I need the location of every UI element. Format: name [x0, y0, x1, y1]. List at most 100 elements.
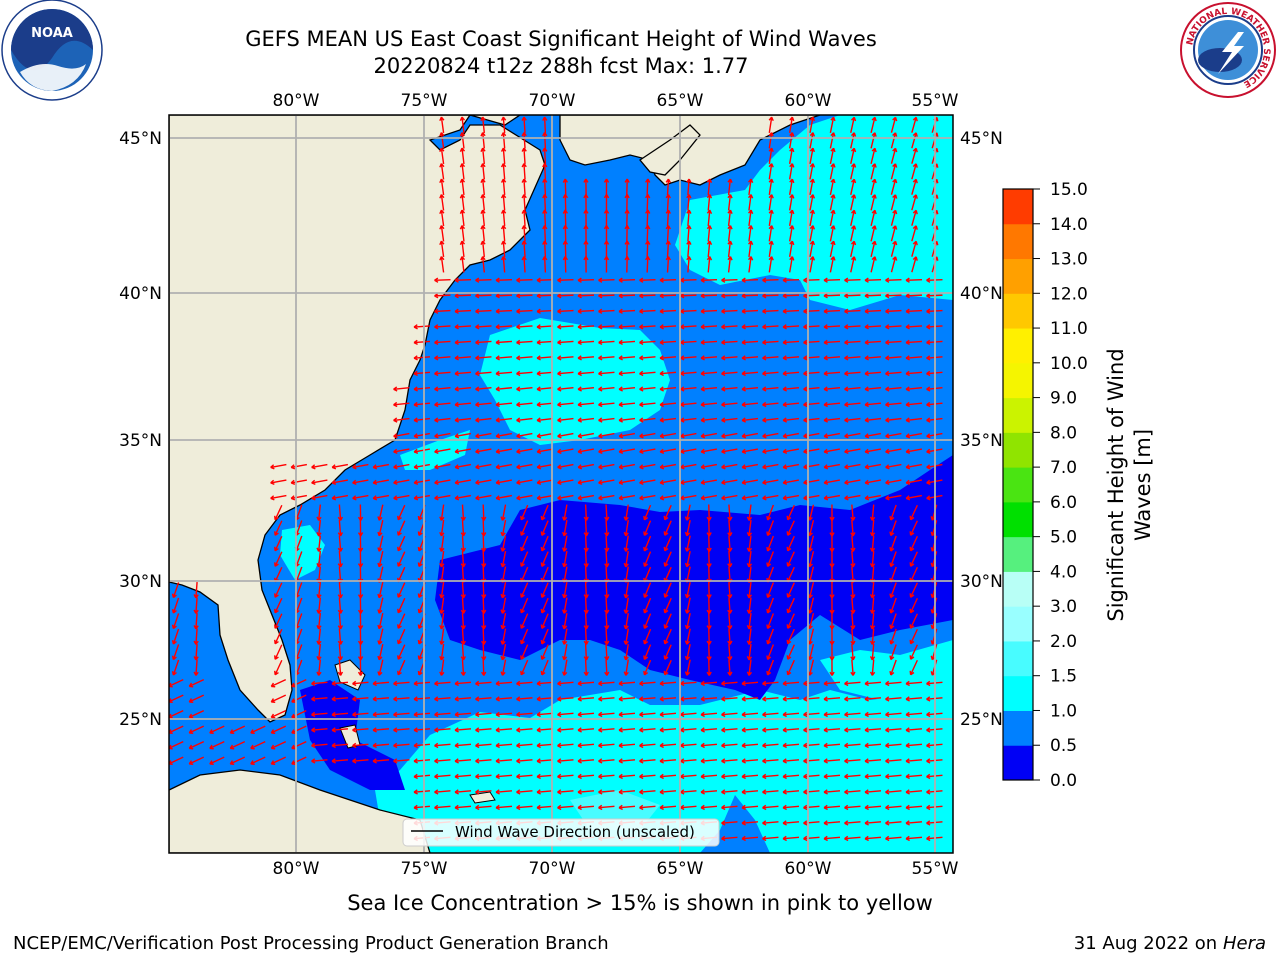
wave-arrow	[480, 256, 486, 273]
wave-arrow	[680, 727, 697, 733]
wave-arrow	[459, 256, 466, 273]
arrow-legend: Wind Wave Direction (unscaled)	[402, 818, 720, 847]
colorbar-segment	[1003, 710, 1033, 746]
wave-arrow	[686, 240, 692, 258]
wave-arrow	[583, 535, 589, 552]
wave-arrow	[557, 680, 574, 687]
wave-arrow	[803, 386, 820, 392]
colorbar-segment	[1003, 675, 1033, 711]
colorbar-segment	[1003, 745, 1033, 781]
wave-arrow	[721, 680, 738, 687]
wave-arrow	[643, 628, 652, 645]
wave-arrow	[357, 597, 364, 614]
wave-arrow	[803, 711, 820, 718]
wave-arrow	[762, 370, 779, 377]
wave-arrow	[577, 680, 595, 687]
wave-arrow	[659, 680, 677, 687]
wave-arrow	[516, 494, 533, 501]
wave-arrow	[598, 308, 615, 314]
wave-arrow	[782, 804, 800, 811]
wave-arrow	[583, 519, 589, 537]
wave-arrow	[413, 727, 431, 733]
wave-arrow	[439, 256, 445, 273]
wave-arrow	[459, 209, 466, 227]
wave-arrow	[721, 417, 738, 423]
wave-arrow	[274, 582, 283, 598]
gridlines	[169, 115, 953, 853]
wave-arrow	[352, 479, 369, 485]
wave-arrow	[562, 659, 568, 676]
wave-arrow	[864, 339, 882, 346]
wave-arrow	[250, 756, 266, 765]
wave-arrow	[721, 370, 738, 377]
wave-arrow	[604, 659, 610, 676]
wave-arrow	[746, 628, 753, 645]
wave-arrow	[562, 628, 568, 645]
wave-arrow	[706, 240, 713, 258]
chart-title: GEFS MEAN US East Coast Significant Heig…	[245, 27, 877, 51]
wave-arrow	[500, 116, 507, 134]
wave-arrow	[645, 240, 651, 258]
wave-arrow	[434, 494, 451, 501]
wave-arrow	[823, 339, 841, 346]
wave-arrow	[618, 324, 636, 330]
wave-arrow	[500, 240, 507, 258]
wave-arrow	[850, 116, 857, 133]
wave-arrow	[680, 448, 697, 454]
wave-arrow	[746, 612, 753, 630]
wave-arrow	[680, 494, 697, 501]
wave-arrow	[850, 628, 856, 645]
lat-label-right: 35°N	[960, 431, 1003, 451]
wave-arrow	[557, 386, 574, 392]
wave-arrow	[870, 178, 877, 195]
lat-label-right: 45°N	[960, 129, 1003, 149]
wave-arrow	[377, 582, 384, 599]
wave-arrow	[583, 659, 589, 676]
wave-arrow	[536, 494, 553, 501]
wave-arrow	[439, 597, 445, 614]
wave-arrow	[459, 163, 466, 180]
wave-arrow	[889, 520, 897, 537]
wave-arrow	[618, 742, 636, 749]
wave-arrow	[762, 277, 779, 283]
wave-arrow	[659, 727, 677, 733]
colorbar	[1003, 189, 1033, 781]
wave-arrow	[439, 116, 445, 134]
wave-arrow	[741, 711, 759, 718]
wave-arrow	[803, 401, 820, 408]
wave-arrow	[741, 355, 759, 361]
wave-arrow	[434, 417, 451, 423]
wave-arrow	[844, 742, 861, 749]
wave-arrow	[193, 612, 199, 630]
wave-arrow	[562, 550, 568, 568]
wave-arrow	[413, 401, 431, 408]
wave-arrow	[542, 256, 548, 273]
wave-arrow	[439, 612, 445, 630]
wave-arrow	[680, 339, 697, 346]
wave-arrow	[500, 194, 507, 211]
wave-arrow	[788, 194, 795, 211]
wave-arrow	[700, 479, 717, 485]
wave-arrow	[331, 463, 348, 470]
wave-arrow	[680, 417, 697, 423]
wave-arrow	[372, 727, 390, 733]
wave-arrow	[495, 308, 513, 314]
wave-arrow	[788, 209, 795, 227]
wave-arrow	[885, 339, 902, 346]
wave-arrow	[741, 804, 759, 811]
wave-arrow	[495, 339, 513, 346]
wave-arrow	[864, 463, 881, 470]
wave-arrow	[762, 789, 779, 795]
wave-arrow	[516, 804, 533, 811]
wave-arrow	[782, 742, 800, 749]
colorbar-segment	[1003, 606, 1033, 642]
wave-arrow	[911, 256, 918, 273]
wave-arrow	[618, 463, 635, 470]
wave-arrow	[577, 277, 595, 283]
wave-arrow	[475, 417, 492, 423]
wave-arrow	[495, 773, 513, 780]
wave-arrow	[393, 711, 410, 718]
wave-arrow	[352, 680, 369, 687]
wave-arrow	[583, 643, 589, 661]
wave-arrow	[700, 293, 718, 299]
